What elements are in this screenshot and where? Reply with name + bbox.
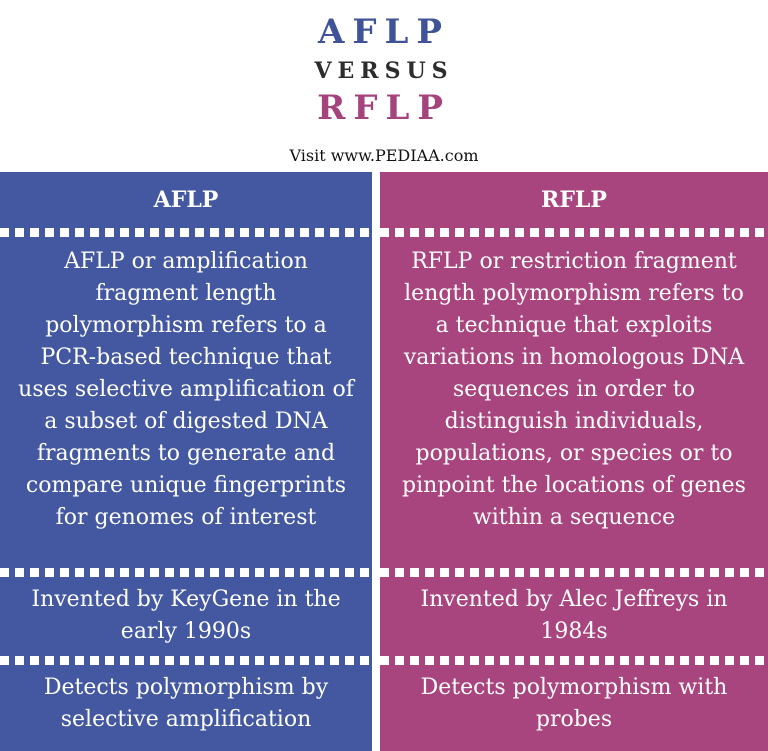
divider	[380, 656, 768, 665]
column-header: RFLP	[541, 187, 607, 213]
detection: Detects polymorphism by selective amplif…	[43, 675, 329, 732]
title-aflp: AFLP	[318, 12, 450, 52]
divider	[0, 228, 372, 237]
divider	[380, 568, 768, 577]
divider	[380, 228, 768, 237]
column-header: AFLP	[153, 187, 219, 213]
definition: AFLP or amplification fragment length po…	[18, 249, 354, 530]
source-credit: Visit www.PEDIAA.com	[289, 146, 479, 165]
title-versus: VERSUS	[314, 58, 454, 84]
definition: RFLP or restriction fragment length poly…	[402, 249, 746, 530]
divider	[0, 656, 372, 665]
rflp-column: RFLP RFLP or restriction fragment length…	[380, 172, 768, 751]
inventor: Invented by KeyGene in the early 1990s	[31, 587, 341, 644]
divider	[0, 568, 372, 577]
aflp-column: AFLP AFLP or amplification fragment leng…	[0, 172, 372, 751]
detection: Detects polymorphism with probes	[420, 675, 728, 732]
title-rflp: RFLP	[317, 88, 451, 128]
inventor: Invented by Alec Jeffreys in 1984s	[420, 587, 728, 644]
